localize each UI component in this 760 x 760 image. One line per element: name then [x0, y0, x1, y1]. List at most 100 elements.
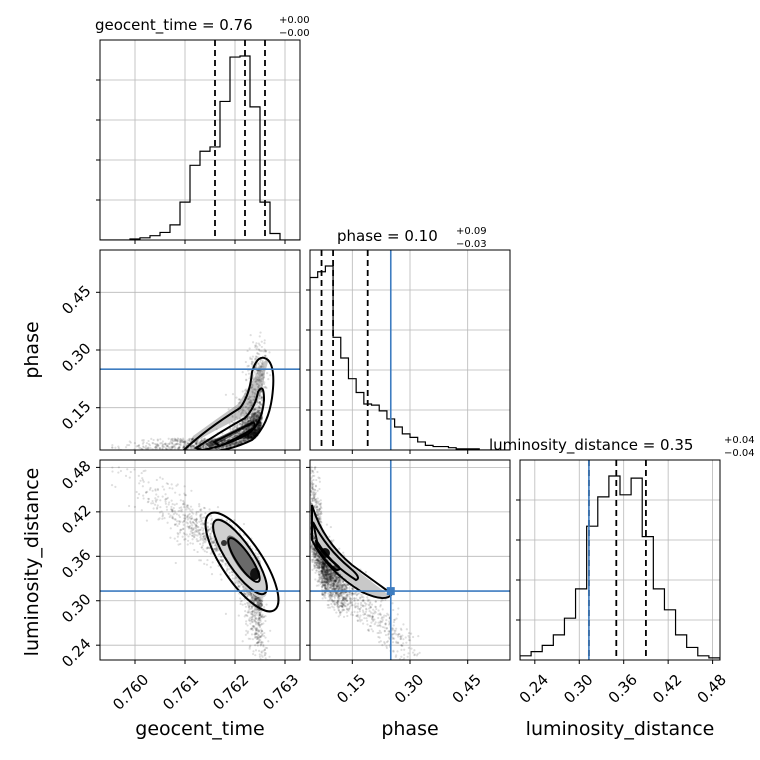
sample-point	[258, 409, 261, 412]
sample-point	[194, 442, 197, 446]
sample-point	[245, 436, 248, 439]
sample-point	[183, 440, 186, 443]
sample-point	[155, 447, 159, 450]
sample-point	[250, 435, 253, 438]
sample-point	[190, 443, 194, 447]
sample-point	[182, 446, 186, 449]
sample-point	[254, 432, 258, 435]
sample-point	[214, 547, 218, 550]
sample-point	[257, 413, 260, 417]
sample-point	[175, 439, 178, 442]
sample-point	[167, 503, 170, 506]
sample-point	[172, 445, 175, 448]
sample-point	[268, 351, 271, 354]
sample-point	[259, 421, 262, 425]
sample-point	[233, 443, 236, 446]
sample-point	[249, 433, 252, 436]
sample-point	[114, 446, 117, 449]
sample-point	[189, 445, 193, 448]
sample-point	[253, 391, 256, 395]
sample-point	[135, 445, 138, 448]
sample-point	[256, 415, 259, 418]
sample-point	[204, 444, 208, 448]
sample-point	[248, 400, 251, 404]
sample-point	[238, 581, 241, 584]
sample-point	[189, 444, 193, 448]
sample-point	[215, 545, 218, 548]
sample-point	[254, 431, 257, 434]
sample-point	[174, 438, 177, 441]
sample-point	[153, 503, 157, 506]
sample-point	[138, 446, 141, 449]
sample-point	[257, 601, 261, 605]
sample-point	[246, 426, 250, 429]
sample-point	[254, 414, 257, 417]
sample-point	[159, 438, 162, 441]
sample-point	[195, 441, 198, 445]
sample-point	[247, 437, 250, 440]
sample-point	[184, 444, 188, 447]
sample-point	[259, 422, 262, 425]
sample-point	[246, 435, 249, 438]
sample-point	[260, 345, 263, 349]
sample-point	[246, 438, 249, 442]
sample-point	[259, 421, 262, 425]
sample-point	[260, 390, 263, 393]
sample-point	[248, 436, 251, 439]
sample-point	[234, 440, 237, 444]
sample-point	[241, 422, 244, 426]
sample-point	[249, 357, 252, 361]
sample-point	[168, 486, 171, 490]
sample-point	[182, 445, 186, 448]
sample-point	[250, 607, 254, 610]
sample-point	[248, 436, 251, 440]
sample-point	[124, 446, 128, 449]
sample-point	[249, 416, 253, 419]
sample-point	[176, 532, 179, 535]
sample-point	[253, 430, 256, 433]
sample-point	[209, 523, 213, 526]
sample-point	[195, 441, 198, 445]
sample-point	[235, 441, 238, 445]
sample-point	[212, 541, 215, 544]
sample-point	[257, 362, 260, 365]
sample-point	[255, 355, 258, 358]
sample-point	[254, 597, 258, 600]
sample-point	[259, 678, 261, 680]
sample-point	[247, 437, 250, 440]
sample-point	[165, 497, 168, 500]
sample-point	[244, 410, 247, 413]
sample-point	[256, 400, 259, 403]
sample-point	[203, 437, 206, 440]
histogram-phase	[310, 265, 510, 450]
sample-point	[167, 437, 170, 440]
sample-point	[226, 439, 229, 442]
sample-point	[230, 443, 233, 446]
sample-point	[235, 441, 239, 444]
sample-point	[185, 506, 188, 509]
sample-point	[194, 441, 197, 444]
sample-point	[255, 429, 259, 432]
sample-point	[256, 629, 259, 632]
sample-point	[241, 431, 245, 434]
sample-point	[217, 553, 220, 556]
sample-point	[197, 442, 200, 445]
sample-point	[210, 540, 213, 543]
sample-point	[220, 447, 223, 450]
sample-point	[238, 398, 241, 401]
sample-point	[255, 611, 258, 614]
sample-point	[255, 347, 258, 351]
sample-point	[250, 433, 254, 437]
sample-point	[254, 429, 257, 432]
sample-point	[258, 423, 261, 426]
sample-point	[251, 413, 254, 416]
sample-point	[261, 669, 263, 671]
sample-point	[245, 620, 248, 623]
sample-point	[236, 425, 239, 428]
sample-point	[221, 447, 224, 450]
sample-point	[258, 599, 262, 602]
sample-point	[249, 622, 252, 625]
sample-point	[243, 392, 247, 395]
sample-point	[241, 420, 244, 423]
sample-point	[198, 520, 201, 523]
